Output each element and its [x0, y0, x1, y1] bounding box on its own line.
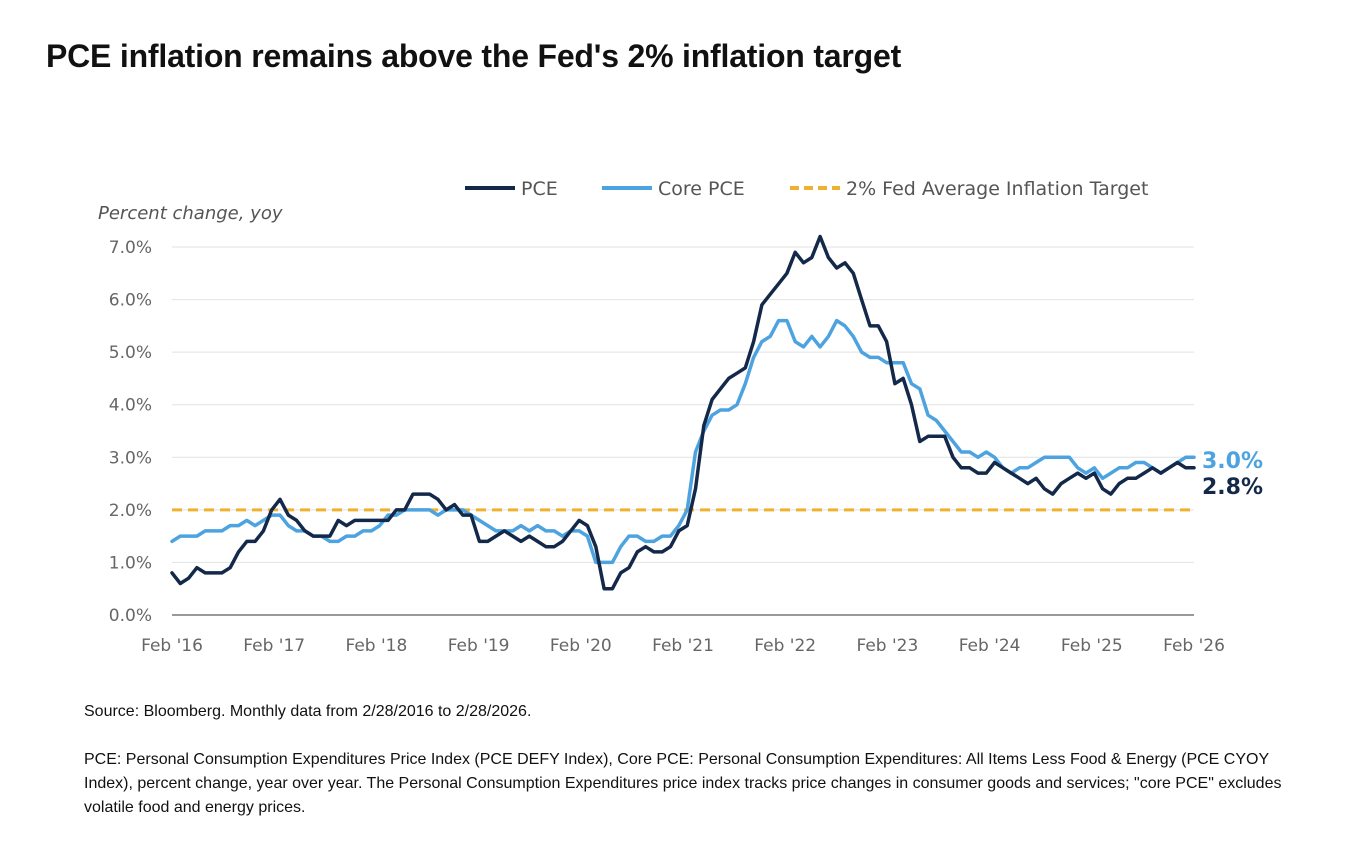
core-pce-end-label: 3.0%	[1202, 449, 1263, 474]
x-tick-label: Feb '26	[1163, 636, 1225, 656]
description-note: PCE: Personal Consumption Expenditures P…	[84, 751, 1282, 816]
x-tick-label: Feb '24	[959, 636, 1021, 656]
x-tick-label: Feb '21	[652, 636, 714, 656]
grid-lines	[172, 246, 1194, 616]
legend-label: 2% Fed Average Inflation Target	[846, 178, 1148, 200]
y-tick-label: 5.0%	[109, 343, 152, 363]
y-tick-label: 7.0%	[109, 238, 152, 258]
x-tick-label: Feb '20	[550, 636, 612, 656]
y-tick-label: 1.0%	[109, 553, 152, 573]
pce-end-label: 2.8%	[1202, 475, 1263, 500]
y-tick-label: 6.0%	[109, 291, 152, 311]
source-note: Source: Bloomberg. Monthly data from 2/2…	[84, 703, 532, 720]
y-tick-label: 2.0%	[109, 501, 152, 521]
legend-label: Core PCE	[658, 178, 745, 200]
end-labels: 3.0%2.8%	[1202, 449, 1263, 500]
x-tick-label: Feb '23	[856, 636, 918, 656]
x-axis-ticks: Feb '16 Feb '17 Feb '18 Feb '19 Feb '20 Feb '…	[141, 636, 1225, 656]
series-line-pce	[170, 234, 1196, 591]
x-tick-label: Feb '19	[448, 636, 510, 656]
page-title: PCE inflation remains above the Fed's 2%…	[46, 38, 902, 74]
series-lines	[170, 234, 1196, 591]
x-tick-label: Feb '18	[345, 636, 407, 656]
x-tick-label: Feb '16	[141, 636, 203, 656]
y-tick-label: 0.0%	[109, 606, 152, 626]
x-tick-label: Feb '25	[1061, 636, 1123, 656]
y-tick-label: 4.0%	[109, 396, 152, 416]
y-axis-label: Percent change, yoy	[98, 203, 283, 224]
x-tick-label: Feb '22	[754, 636, 816, 656]
y-axis-ticks: 0.0% 1.0% 2.0% 3.0% 4.0% 5.0% 6.0% 7.0%	[109, 238, 152, 626]
series-line-core-pce	[170, 318, 1196, 565]
x-tick-label: Feb '17	[243, 636, 305, 656]
pce-line-chart: 0.0% 1.0% 2.0% 3.0% 4.0% 5.0% 6.0% 7.0% Feb '16…	[98, 178, 1263, 656]
chart-legend: PCE Core PCE 2% Fed Average Inflation Targ…	[465, 178, 1148, 200]
legend-label: PCE	[521, 178, 558, 200]
y-tick-label: 3.0%	[109, 448, 152, 468]
